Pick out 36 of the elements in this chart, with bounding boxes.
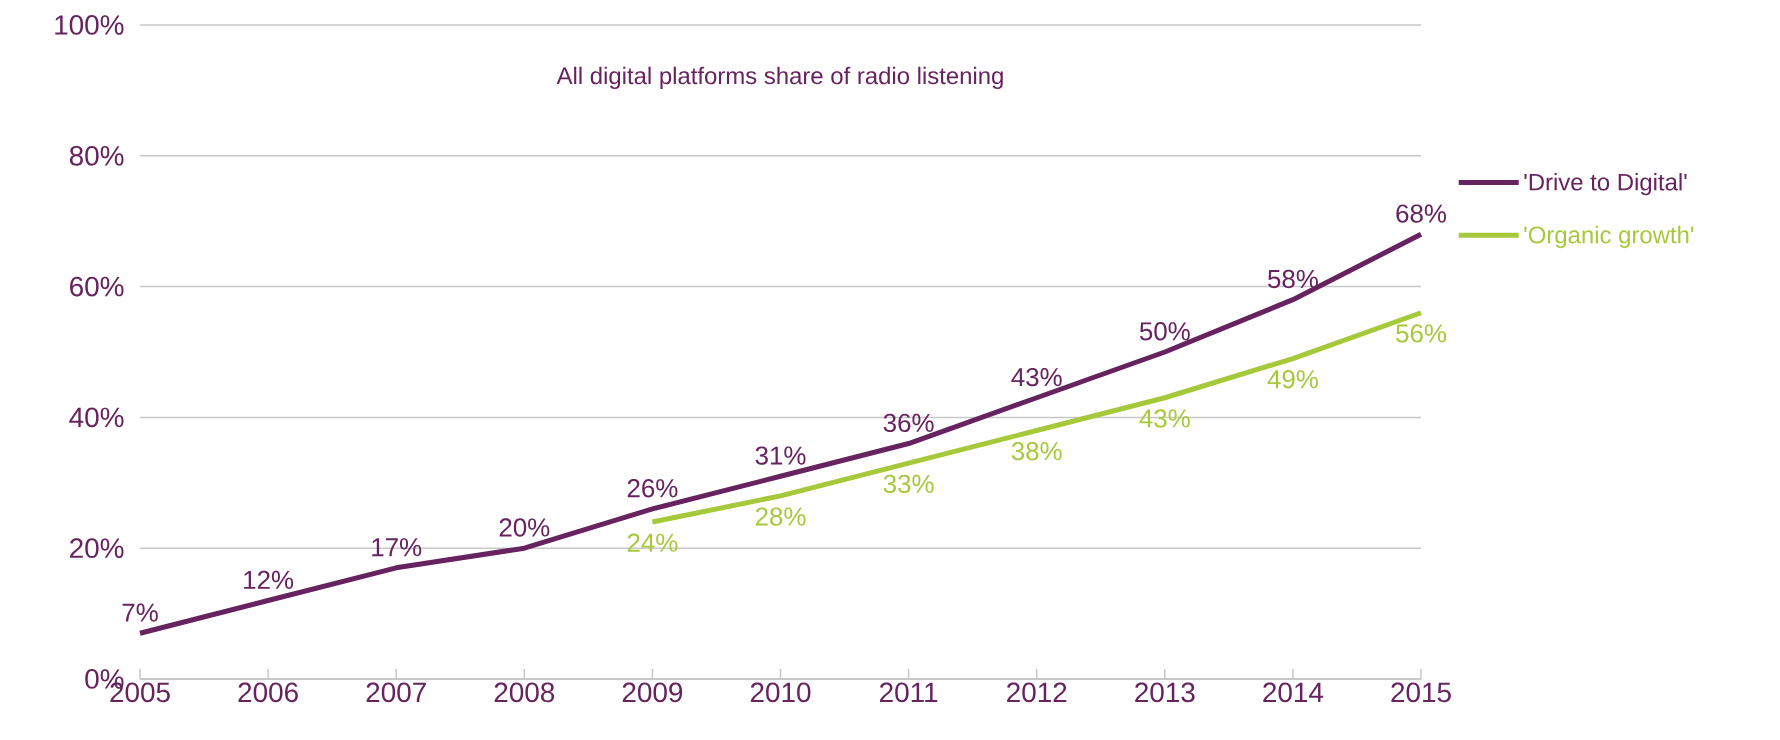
x-tick-label: 2008 [494,682,555,703]
data-label: 50% [1139,322,1190,341]
data-label: 36% [883,413,934,433]
data-label: 68% [1396,204,1447,223]
x-tick-label: 2010 [750,682,811,703]
legend-label: 'Organic growth' [1524,225,1694,249]
y-tick-label: 40% [69,407,124,428]
data-label: 58% [1268,269,1318,289]
y-tick-label: 80% [69,145,124,166]
data-label: 24% [627,533,678,552]
x-tick-label: 2013 [1135,682,1195,703]
data-label: 56% [1396,324,1447,343]
x-tick-label: 2006 [238,682,298,703]
legend-label: 'Drive to Digital' [1524,173,1687,196]
x-tick-label: 2011 [880,682,938,703]
data-label: 49% [1267,370,1318,389]
data-label: 31% [755,446,806,465]
x-tick-label: 2015 [1391,682,1451,703]
data-label: 38% [1011,441,1062,461]
x-tick-label: 2007 [366,682,426,703]
data-label: 26% [627,479,678,498]
y-tick-label: 20% [70,538,124,559]
data-label: 17% [372,538,422,557]
data-label: 12% [244,570,294,589]
x-tick-label: 2014 [1263,682,1324,703]
x-tick-label: 2012 [1007,682,1067,703]
data-label: 28% [755,507,806,526]
data-label: 7% [122,603,158,622]
data-label: 43% [1011,367,1062,387]
y-tick-label: 60% [70,276,124,297]
data-label: 33% [883,474,934,494]
x-tick-label: 2009 [622,682,683,703]
data-label: 20% [499,518,550,537]
data-label: 43% [1139,409,1190,428]
y-tick-label: 100% [55,15,124,35]
text: All digital platforms share of radio listening [556,66,1003,90]
